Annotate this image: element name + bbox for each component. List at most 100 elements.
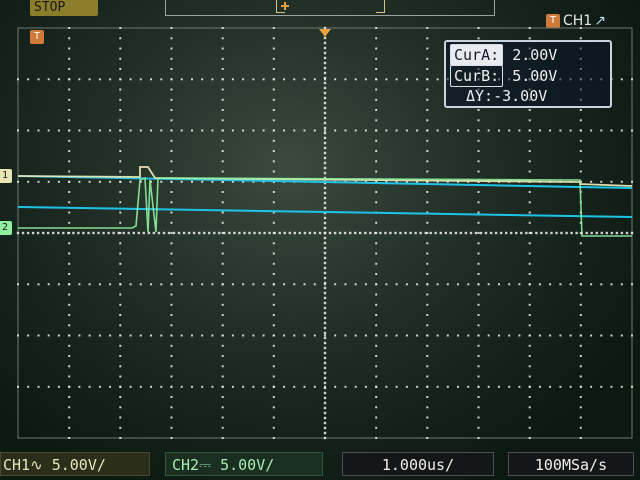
graticule-vertical-line [426, 27, 429, 29]
graticule-horizontal-line [313, 385, 316, 388]
graticule-horizontal-line [98, 385, 101, 388]
trigger-status[interactable]: T CH1 ↗ [546, 12, 606, 30]
graticule-horizontal-line [303, 283, 306, 286]
graticule-center-horizontal [102, 231, 105, 235]
graticule-vertical-line [528, 324, 531, 327]
graticule-center-vertical [323, 101, 327, 105]
graticule-center-horizontal [21, 231, 25, 235]
graticule-horizontal-line [334, 283, 337, 286]
graticule-horizontal-line [47, 385, 50, 388]
graticule-vertical-line [579, 303, 582, 306]
graticule-vertical-line [119, 293, 122, 296]
graticule-vertical-line [375, 191, 378, 193]
graticule-horizontal-line [405, 180, 408, 183]
sample-rate-indicator[interactable]: 100MSa/s [508, 452, 634, 476]
graticule-vertical-line [170, 344, 173, 347]
graticule-horizontal-line [201, 129, 204, 132]
graticule-horizontal-line [395, 129, 398, 132]
graticule-center-vertical [323, 51, 327, 55]
graticule-center-vertical [323, 276, 327, 280]
graticule-vertical-line [119, 221, 122, 224]
graticule-center-horizontal [600, 231, 603, 235]
ch1-scale-indicator[interactable]: CH1∿ 5.00V/ [0, 452, 150, 476]
graticule-horizontal-line [272, 283, 275, 286]
graticule-horizontal-line [538, 334, 541, 337]
graticule-horizontal-line [119, 385, 122, 388]
ch1-marker-icon[interactable]: 1 [0, 169, 12, 183]
graticule-horizontal-line [283, 78, 286, 81]
graticule-vertical-line [528, 437, 531, 439]
graticule-vertical-line [477, 139, 480, 142]
cursor-delta-label: ΔY: [466, 87, 494, 105]
graticule-horizontal-line [436, 283, 439, 286]
graticule-horizontal-line [242, 78, 245, 81]
graticule-horizontal-line [313, 129, 316, 132]
graticule-center-horizontal [172, 231, 176, 235]
graticule-center-vertical [323, 76, 327, 80]
graticule-vertical-line [477, 252, 480, 255]
cursor-delta-row: ΔY:-3.00V [466, 86, 547, 106]
graticule-horizontal-line [538, 385, 541, 388]
run-state-indicator[interactable]: STOP [30, 0, 98, 16]
graticule-vertical-line [272, 68, 275, 70]
graticule-center-vertical [323, 126, 327, 130]
graticule-center-horizontal [97, 231, 100, 235]
graticule-horizontal-line [405, 78, 408, 81]
graticule-center-vertical [323, 431, 327, 435]
graticule-center-vertical [323, 326, 327, 330]
graticule-horizontal-line [98, 129, 101, 132]
graticule-center-vertical [323, 351, 327, 355]
graticule-vertical-line [579, 293, 582, 296]
cursor-a-label[interactable]: CurA: [450, 44, 504, 66]
graticule-vertical-line [272, 191, 275, 193]
graticule-vertical-line [221, 170, 224, 173]
graticule-vertical-line [221, 160, 224, 163]
ch2-scale-indicator[interactable]: CH2⎓ 5.00V/ [165, 452, 323, 476]
graticule-vertical-line [119, 242, 122, 245]
graticule-vertical-line [272, 406, 275, 409]
graticule-vertical-line [170, 170, 173, 173]
graticule-vertical-line [375, 47, 378, 50]
graticule-horizontal-line [334, 385, 337, 388]
graticule-horizontal-line [27, 78, 30, 81]
graticule-center-horizontal [87, 231, 90, 235]
graticule-vertical-line [170, 426, 173, 429]
graticule-center-vertical [323, 436, 327, 440]
graticule-vertical-line [272, 47, 275, 50]
graticule-horizontal-line [293, 129, 296, 132]
graticule-vertical-line [528, 139, 531, 142]
graticule-center-horizontal [494, 231, 498, 235]
graticule-vertical-line [426, 293, 429, 296]
graticule-horizontal-line [17, 78, 19, 81]
graticule-horizontal-line [57, 385, 60, 388]
graticule-vertical-line [579, 437, 582, 439]
graticule-vertical-line [528, 150, 531, 152]
graticule-vertical-line [221, 211, 224, 214]
ch2-label: CH2⎓ [172, 456, 212, 474]
graticule-horizontal-line [436, 385, 439, 388]
graticule-horizontal-line [211, 129, 214, 132]
graticule-vertical-line [426, 416, 429, 419]
graticule-horizontal-line [129, 283, 132, 286]
ch2-marker-icon[interactable]: 2 [0, 221, 12, 235]
timebase-indicator[interactable]: 1.000us/ [342, 452, 494, 476]
trigger-level-marker-icon[interactable]: T [30, 30, 44, 44]
graticule-vertical-line [579, 365, 582, 368]
graticule-vertical-line [528, 375, 531, 378]
graticule-center-horizontal [258, 231, 261, 235]
graticule-vertical-line [221, 201, 224, 204]
graticule-horizontal-line [590, 385, 593, 388]
graticule-horizontal-line [242, 283, 245, 286]
graticule-horizontal-line [354, 385, 357, 388]
graticule-vertical-line [426, 119, 429, 122]
graticule-vertical-line [477, 150, 480, 152]
graticule-horizontal-line [191, 334, 193, 337]
graticule-vertical-line [221, 221, 224, 224]
trigger-position-icon[interactable] [319, 29, 331, 37]
cursor-b-label[interactable]: CurB: [450, 65, 504, 87]
graticule-vertical-line [528, 314, 531, 316]
graticule-vertical-line [528, 27, 531, 29]
graticule-center-horizontal [349, 231, 352, 235]
graticule-center-vertical [323, 191, 327, 195]
graticule-vertical-line [272, 252, 275, 255]
